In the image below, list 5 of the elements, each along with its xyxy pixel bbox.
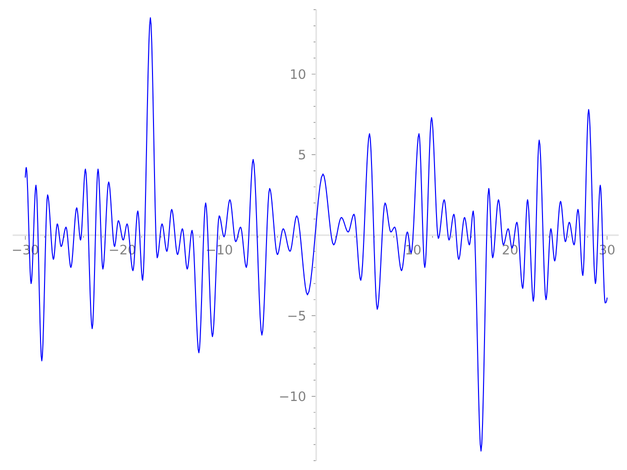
y-tick-label: −10 [280,391,306,402]
y-tick-label: 5 [298,150,306,160]
y-tick-label: 10 [291,69,306,80]
y-tick-label: −5 [288,310,306,321]
x-tick-label: 20 [502,244,518,255]
